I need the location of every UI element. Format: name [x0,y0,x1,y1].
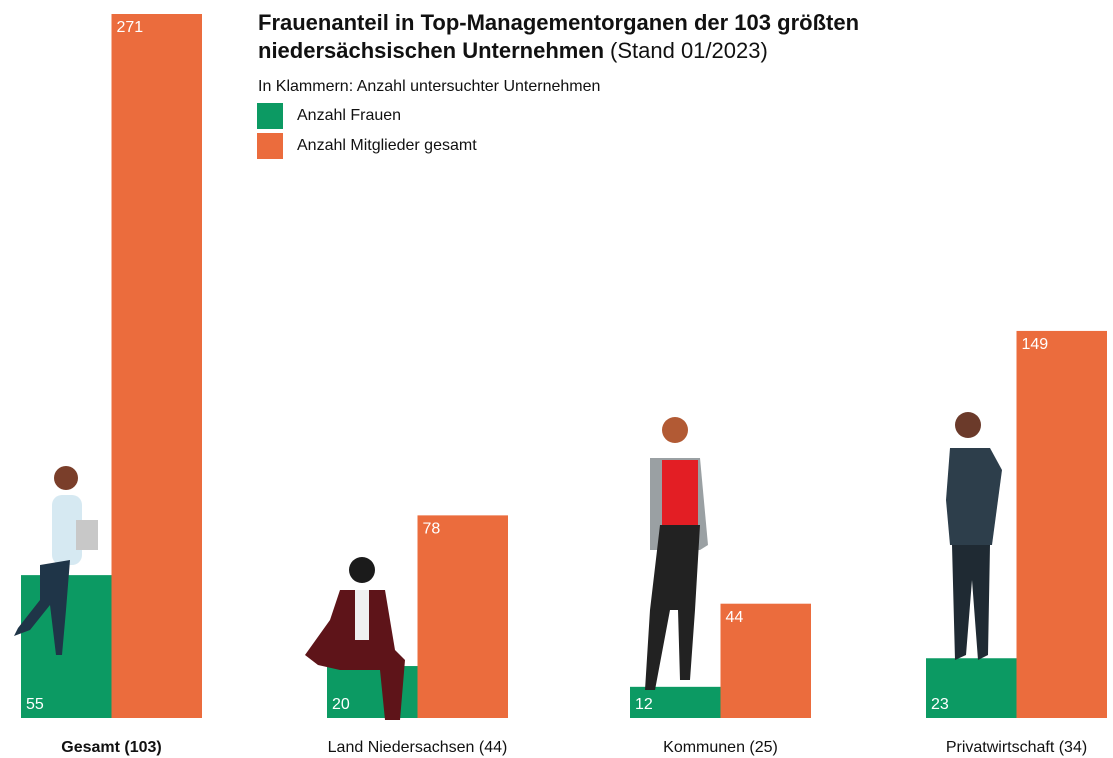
value-label: 55 [26,696,44,713]
bar [720,603,811,718]
x-tick-label: Land Niedersachsen (44) [328,739,508,756]
bar [926,658,1017,718]
bar [1016,330,1107,718]
bar [417,515,508,718]
legend-label: Anzahl Mitglieder gesamt [297,137,477,154]
value-label: 44 [726,609,744,626]
chart-title: niedersächsischen Unternehmen (Stand 01/2… [258,38,768,63]
x-tick-label: Privatwirtschaft (34) [946,739,1087,756]
figure [645,417,708,690]
value-label: 149 [1022,336,1049,353]
title-line: niedersächsischen Unternehmen [258,38,604,63]
title-line: Frauenanteil in Top-Managementorganen de… [258,10,859,35]
chart-title: Frauenanteil in Top-Managementorganen de… [258,10,859,35]
figure [14,466,98,655]
x-tick-label: Kommunen (25) [663,739,778,756]
bar [111,14,202,718]
value-label: 20 [332,696,350,713]
legend-swatch [257,103,283,129]
bar [630,686,721,718]
x-tick-label: Gesamt (103) [61,739,162,756]
value-label: 271 [117,19,144,36]
title-note: (Stand 01/2023) [610,38,768,63]
subtitle: In Klammern: Anzahl untersuchter Unterne… [258,78,600,95]
legend-label: Anzahl Frauen [297,107,401,124]
figures [14,412,1002,720]
figure [305,557,405,720]
legend-swatch [257,133,283,159]
value-label: 12 [635,696,653,713]
figure [946,412,1002,660]
value-label: 78 [423,521,441,538]
value-label: 23 [931,696,949,713]
